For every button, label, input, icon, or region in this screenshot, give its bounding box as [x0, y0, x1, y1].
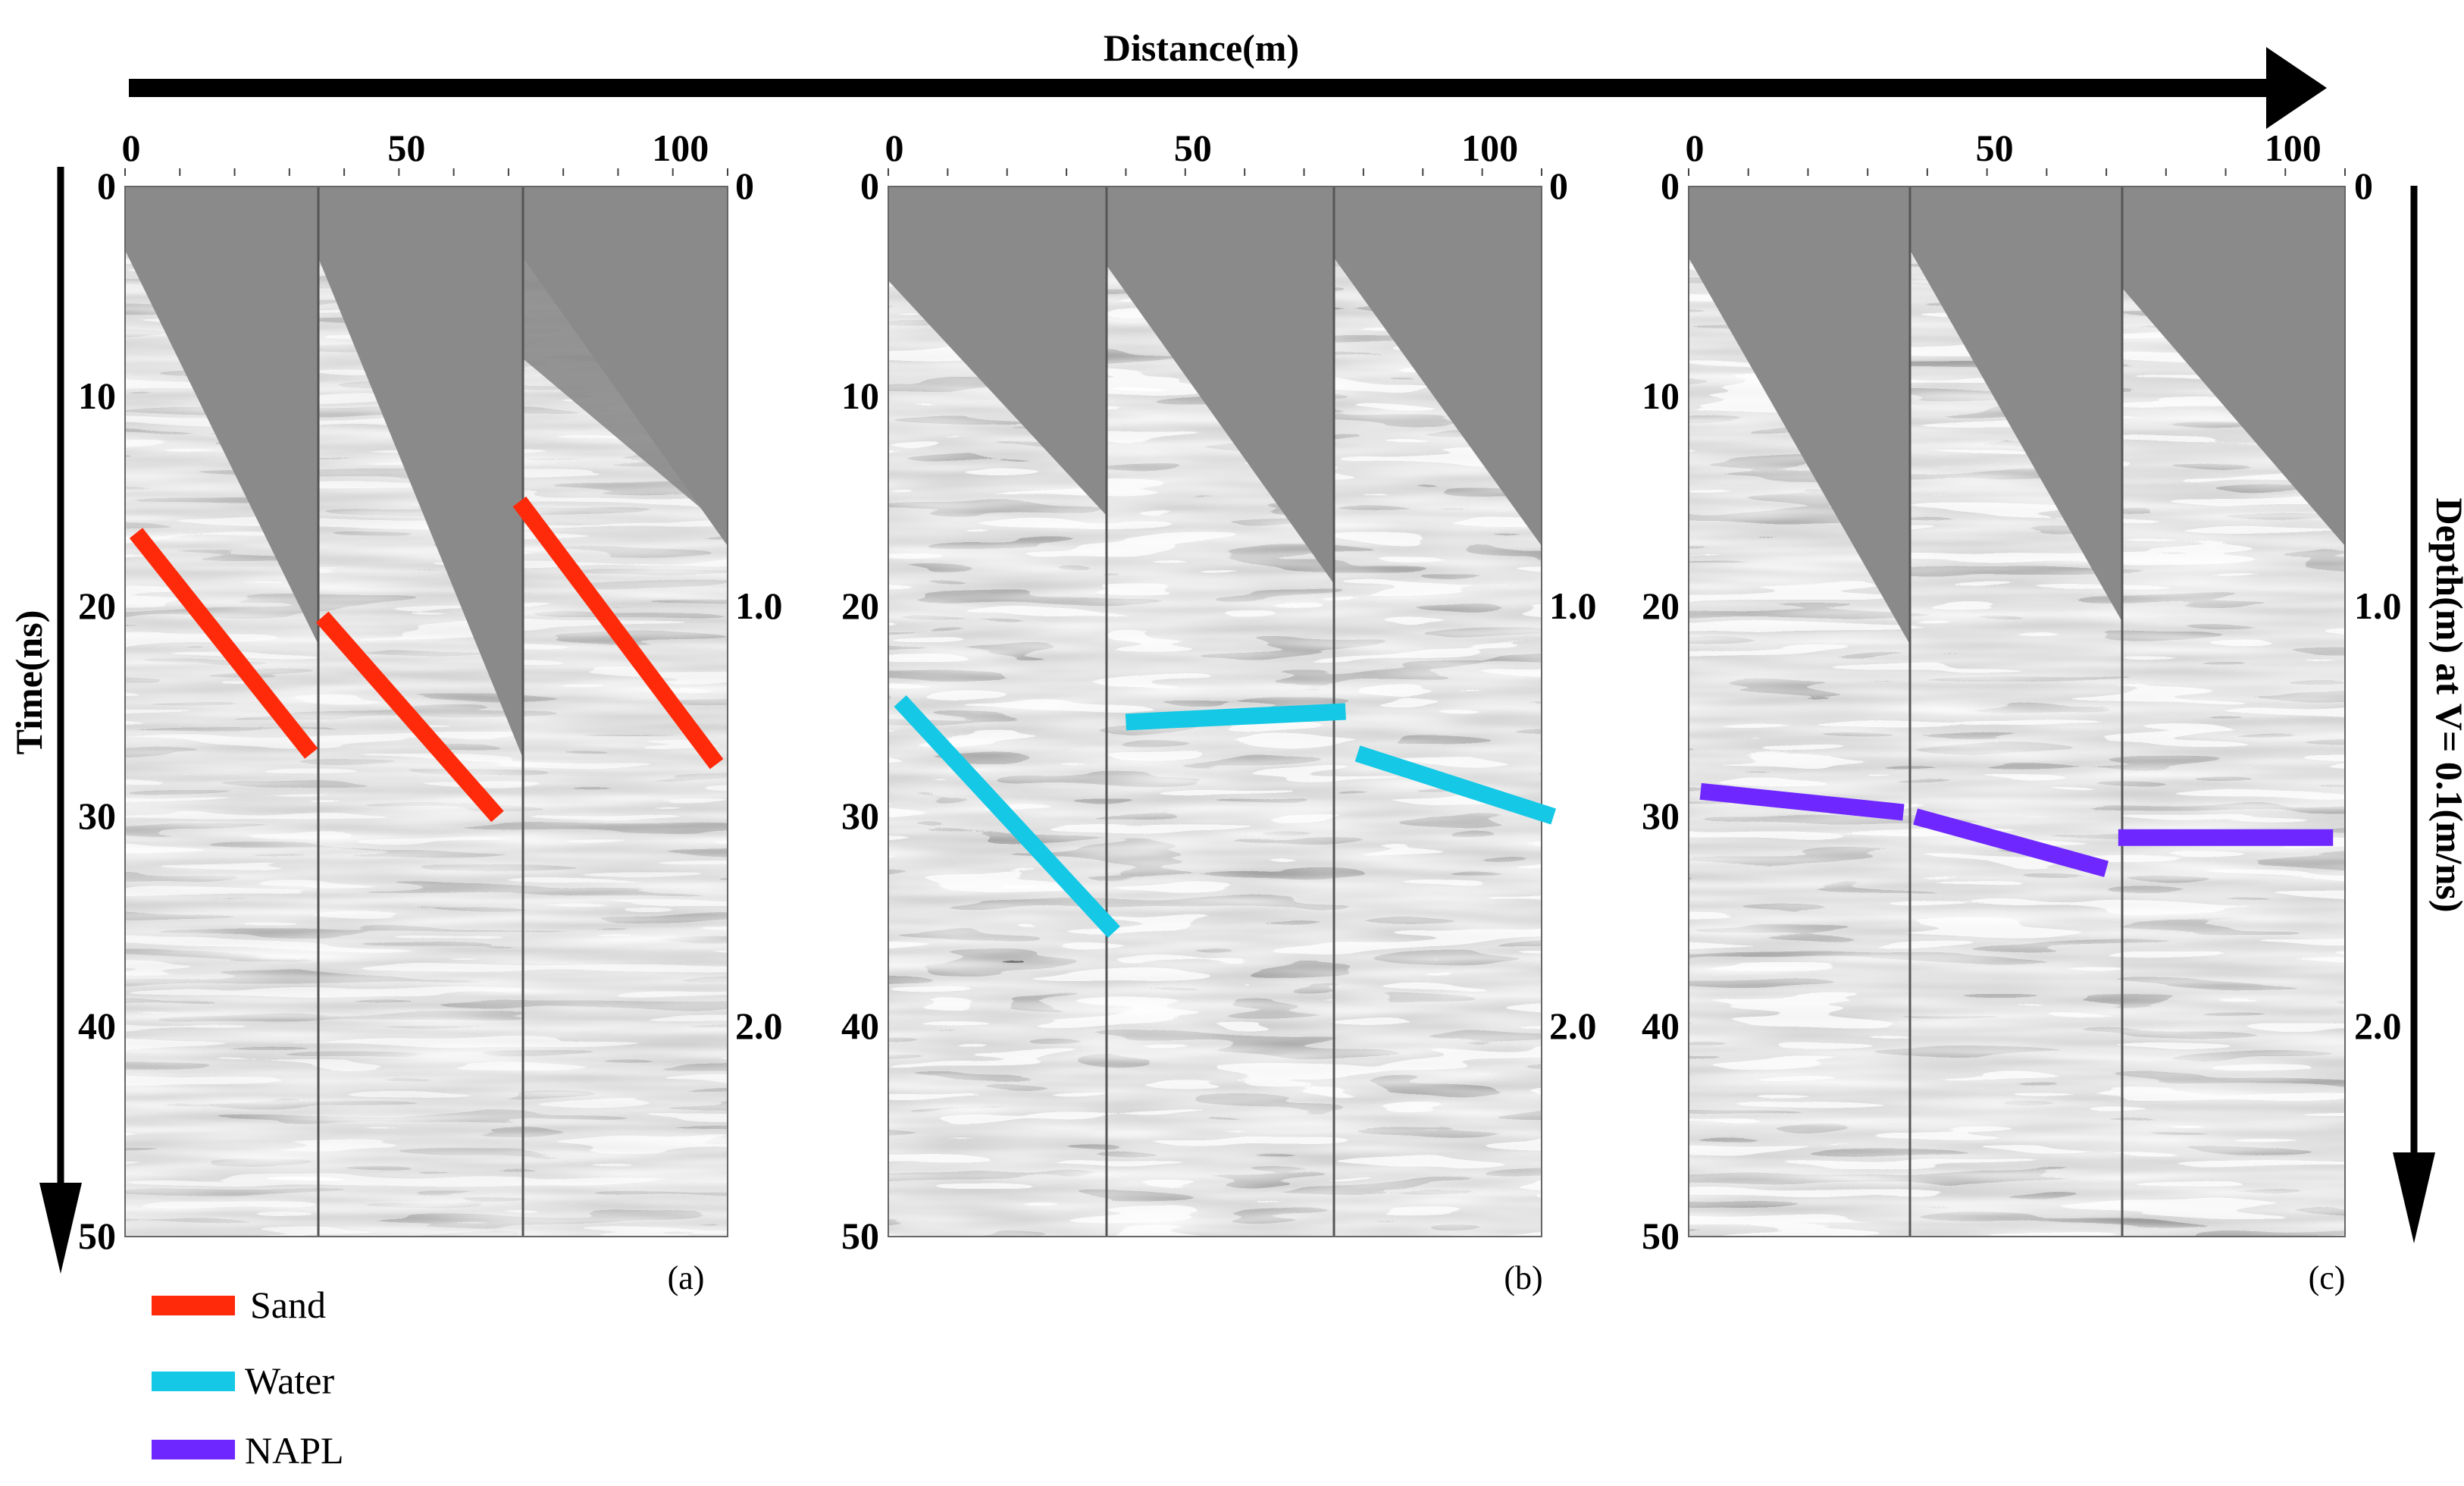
panel-tag-c: (c) — [2309, 1259, 2346, 1296]
panel-b: (b) — [888, 186, 1557, 1296]
depth-tick-p2-0: 0 — [1549, 165, 1568, 207]
depth-tick-p1-2.0: 2.0 — [735, 1005, 783, 1047]
legend-item-water: Water — [152, 1359, 334, 1402]
time-tick-p2-50: 50 — [841, 1215, 879, 1257]
distance-tick-p3-100: 100 — [2265, 127, 2322, 169]
legend-label-water: Water — [245, 1359, 334, 1402]
distance-tick-p2-0: 0 — [885, 127, 904, 169]
y-axis-left-title: Time(ns) — [8, 610, 50, 755]
direct-wave-shading-c — [1689, 187, 2345, 1237]
sand-segment-2 — [315, 611, 504, 823]
x-axis-title: Distance(m) — [1104, 27, 1299, 69]
depth-tick-p2-2.0: 2.0 — [1549, 1005, 1597, 1047]
panel-a: (a) — [124, 186, 728, 1296]
distance-tick-p3-0: 0 — [1686, 127, 1705, 169]
distance-tick-p2-100: 100 — [1461, 127, 1518, 169]
time-tick-p2-40: 40 — [841, 1005, 879, 1047]
depth-tick-p3-1.0: 1.0 — [2354, 585, 2402, 627]
time-tick-p2-0: 0 — [860, 165, 879, 207]
depth-tick-p1-0: 0 — [735, 165, 754, 207]
depth-tick-p3-0: 0 — [2354, 165, 2373, 207]
direct-wave-shading-b — [888, 187, 1542, 1237]
depth-tick-p3-2.0: 2.0 — [2354, 1005, 2402, 1047]
water-segment-2 — [1125, 703, 1346, 731]
water-segment-3 — [1354, 745, 1557, 825]
time-tick-p3-0: 0 — [1661, 165, 1680, 207]
time-arrow — [39, 167, 82, 1274]
time-tick-p3-10: 10 — [1642, 375, 1680, 417]
distance-arrow — [129, 47, 2327, 129]
distance-tick-p1-50: 50 — [387, 127, 425, 169]
sand-interpretation-lines — [129, 496, 724, 823]
distance-tick-p1-0: 0 — [122, 127, 141, 169]
distance-tick-p3-50: 50 — [1976, 127, 2014, 169]
time-tick-p1-10: 10 — [78, 375, 116, 417]
time-tick-p1-50: 50 — [78, 1215, 116, 1257]
panel-tag-b: (b) — [1504, 1259, 1542, 1296]
sand-segment-1 — [129, 528, 318, 759]
time-tick-p1-20: 20 — [78, 585, 116, 627]
legend-item-sand: Sand — [152, 1284, 326, 1326]
time-tick-p3-40: 40 — [1642, 1005, 1680, 1047]
water-segment-1 — [894, 695, 1120, 938]
direct-wave-shading-a — [125, 187, 728, 1237]
napl-interpretation-lines — [1699, 782, 2334, 877]
napl-segment-1 — [1699, 782, 1905, 821]
time-tick-p1-40: 40 — [78, 1005, 116, 1047]
depth-tick-p1-1.0: 1.0 — [735, 585, 783, 627]
legend-label-sand: Sand — [250, 1284, 326, 1326]
panel-c: (c) — [1688, 186, 2346, 1296]
legend-label-napl: NAPL — [245, 1429, 344, 1472]
time-tick-p2-30: 30 — [841, 795, 879, 837]
panel-tag-a: (a) — [668, 1259, 705, 1296]
legend: Sand Water NAPL — [152, 1284, 344, 1472]
napl-segment-2 — [1913, 808, 2109, 877]
time-tick-p3-50: 50 — [1642, 1215, 1680, 1257]
sand-segment-3 — [512, 496, 724, 770]
distance-tick-p2-50: 50 — [1174, 127, 1212, 169]
legend-item-napl: NAPL — [152, 1429, 344, 1472]
time-tick-p3-20: 20 — [1642, 585, 1680, 627]
time-tick-p2-10: 10 — [841, 375, 879, 417]
time-tick-p3-30: 30 — [1642, 795, 1680, 837]
distance-tick-p1-100: 100 — [652, 127, 709, 169]
time-tick-p1-30: 30 — [78, 795, 116, 837]
time-tick-p2-20: 20 — [841, 585, 879, 627]
time-tick-p1-0: 0 — [97, 165, 116, 207]
depth-arrow — [2393, 186, 2435, 1243]
water-interpretation-lines — [894, 695, 1557, 938]
y-axis-right-title: Depth(m) at V= 0.1(m/ns) — [2428, 498, 2464, 913]
depth-tick-p2-1.0: 1.0 — [1549, 585, 1597, 627]
